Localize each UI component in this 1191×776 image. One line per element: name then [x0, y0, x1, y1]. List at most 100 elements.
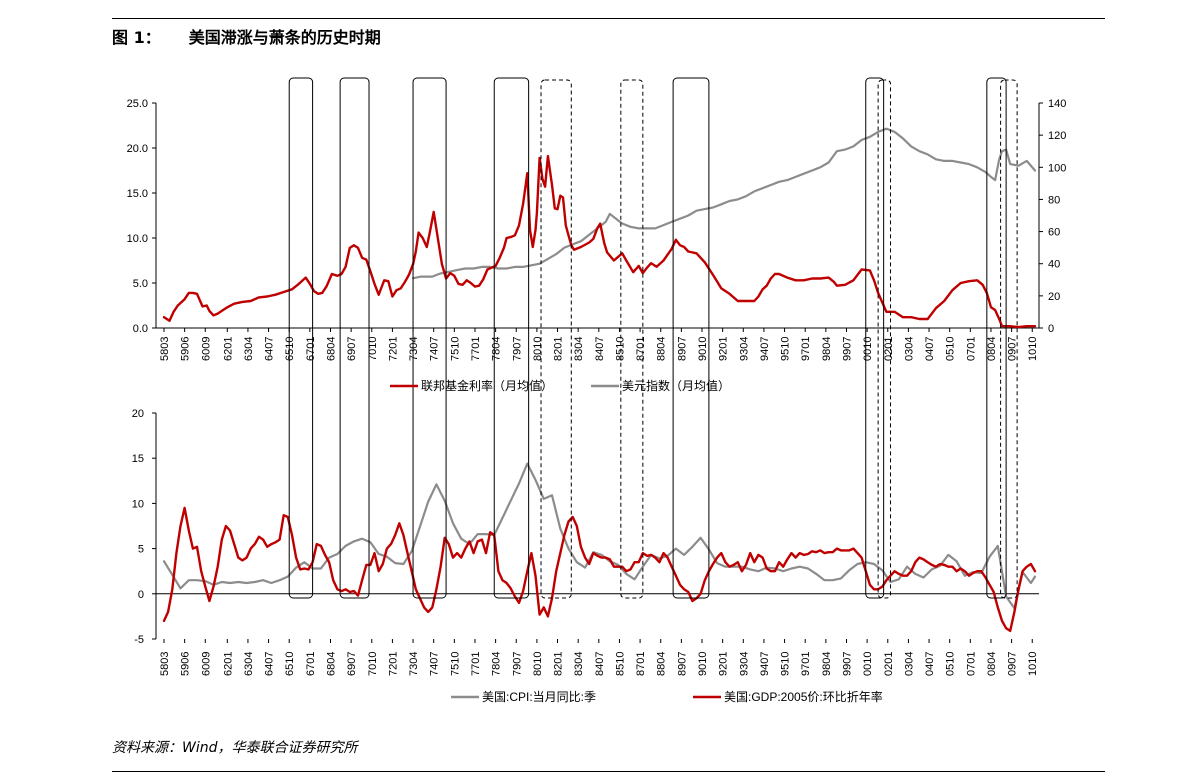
x-tick-label-bottom-chart: 8907 [676, 652, 688, 676]
x-tick-label-top-chart: 1010 [1027, 337, 1039, 361]
x-tick-label-bottom-chart: 0407 [924, 652, 936, 676]
x-tick-label-top-chart: 9201 [718, 337, 730, 361]
y-tick-label-right: 40 [1048, 259, 1060, 271]
x-tick-label-top-chart: 7907 [511, 337, 523, 361]
x-tick-label-bottom-chart: 9201 [718, 652, 730, 676]
legend-cpi-label: 美国:CPI:当月同比:季 [482, 690, 596, 704]
x-tick-label-top-chart: 7010 [367, 337, 379, 361]
figure-label: 图 1： [112, 28, 161, 47]
series-line-dollar-index [412, 127, 1037, 280]
x-tick-label-bottom-chart: 6009 [200, 652, 212, 676]
x-tick-label-bottom-chart: 7701 [470, 652, 482, 676]
x-tick-label-bottom-chart: 0804 [986, 652, 998, 676]
x-tick-label-bottom-chart: 9510 [780, 652, 792, 676]
period-box [865, 77, 885, 599]
x-tick-label-top-chart: 8010 [532, 337, 544, 361]
x-tick-label-bottom-chart: 9304 [738, 652, 750, 676]
period-box [620, 79, 644, 599]
x-tick-label-bottom-chart: 9010 [697, 652, 709, 676]
y-tick-label-left: 15.0 [127, 188, 148, 200]
y-tick-label-left: 10.0 [127, 233, 148, 245]
x-tick-label-bottom-chart: 5906 [180, 652, 192, 676]
x-tick-label-bottom-chart: 6907 [346, 652, 358, 676]
x-tick-label-top-chart: 8907 [676, 337, 688, 361]
x-tick-label-top-chart: 6407 [264, 337, 276, 361]
x-tick-label-bottom-chart: 9907 [841, 652, 853, 676]
x-tick-label-bottom-chart: 0010 [862, 652, 874, 676]
y-tick-label-bottom-chart: 15 [132, 453, 144, 465]
x-tick-label-bottom-chart: 6701 [305, 652, 317, 676]
x-tick-label-top-chart: 0010 [862, 337, 874, 361]
y-tick-label-left: 5.0 [133, 278, 148, 290]
x-tick-label-bottom-chart: 1010 [1027, 652, 1039, 676]
period-box [986, 77, 1007, 599]
x-tick-label-top-chart: 6201 [222, 337, 234, 361]
x-tick-label-bottom-chart: 0201 [883, 652, 895, 676]
x-tick-label-top-chart: 7407 [429, 337, 441, 361]
x-tick-label-bottom-chart: 0701 [965, 652, 977, 676]
x-tick-label-top-chart: 6701 [305, 337, 317, 361]
series-line-fed-funds-rate [162, 154, 1037, 329]
y-tick-label-bottom-chart: 5 [138, 544, 144, 556]
x-tick-label-top-chart: 5803 [159, 337, 171, 361]
y-tick-label-bottom-chart: 20 [132, 408, 144, 420]
y-tick-label-bottom-chart: 10 [132, 498, 144, 510]
x-tick-label-top-chart: 9304 [738, 337, 750, 361]
y-tick-label-bottom-chart: -5 [134, 634, 144, 646]
x-tick-label-bottom-chart: 6201 [222, 652, 234, 676]
x-tick-label-bottom-chart: 6407 [264, 652, 276, 676]
y-tick-label-left: 20.0 [127, 143, 148, 155]
x-tick-label-top-chart: 6009 [200, 337, 212, 361]
x-tick-label-bottom-chart: 0907 [1007, 652, 1019, 676]
legend-dollar-index-label: 美元指数（月均值） [622, 378, 730, 393]
bottom-rule [112, 771, 1105, 772]
x-tick-label-bottom-chart: 8010 [532, 652, 544, 676]
x-tick-label-top-chart: 8407 [594, 337, 606, 361]
x-tick-label-bottom-chart: 7407 [429, 652, 441, 676]
x-tick-label-top-chart: 6907 [346, 337, 358, 361]
y-tick-label-left: 25.0 [127, 98, 148, 110]
legend-fed-funds-rate-label: 联邦基金利率（月均值） [421, 378, 553, 393]
x-tick-label-bottom-chart: 8804 [656, 652, 668, 676]
x-tick-label-top-chart: 0907 [1007, 337, 1019, 361]
x-tick-label-top-chart: 7510 [449, 337, 461, 361]
x-tick-label-bottom-chart: 0510 [945, 652, 957, 676]
period-box [288, 77, 314, 599]
x-tick-label-bottom-chart: 6510 [284, 652, 296, 676]
x-tick-label-bottom-chart: 7010 [367, 652, 379, 676]
x-tick-label-bottom-chart: 9701 [800, 652, 812, 676]
period-box [339, 77, 370, 599]
figure-title: 图 1： 美国滞涨与萧条的历史时期 [112, 24, 381, 48]
y-tick-label-right: 0 [1048, 323, 1054, 335]
x-tick-label-bottom-chart: 6304 [243, 652, 255, 676]
x-tick-label-top-chart: 6510 [284, 337, 296, 361]
top-rule [112, 18, 1105, 19]
x-tick-label-top-chart: 6804 [325, 337, 337, 361]
x-tick-label-bottom-chart: 7201 [387, 652, 399, 676]
period-box [412, 77, 447, 599]
x-tick-label-bottom-chart: 8304 [573, 652, 585, 676]
x-tick-label-bottom-chart: 9407 [759, 652, 771, 676]
y-tick-label-right: 20 [1048, 291, 1060, 303]
x-tick-label-bottom-chart: 8407 [594, 652, 606, 676]
legend-gdp-label: 美国:GDP:2005价:环比折年率 [724, 689, 883, 704]
x-tick-label-top-chart: 8701 [635, 337, 647, 361]
source-note: 资料来源：Wind，华泰联合证券研究所 [112, 740, 358, 756]
x-tick-label-top-chart: 8201 [553, 337, 565, 361]
period-box [672, 77, 710, 599]
x-tick-label-bottom-chart: 9804 [821, 652, 833, 676]
x-tick-label-top-chart: 0701 [965, 337, 977, 361]
y-tick-label-right: 100 [1048, 162, 1066, 174]
period-box [540, 79, 572, 599]
x-tick-label-top-chart: 7304 [408, 337, 420, 361]
x-tick-label-bottom-chart: 7804 [491, 652, 503, 676]
y-tick-label-right: 140 [1048, 98, 1066, 110]
x-tick-label-top-chart: 8304 [573, 337, 585, 361]
x-tick-label-top-chart: 7804 [491, 337, 503, 361]
period-box [493, 77, 530, 599]
x-tick-label-bottom-chart: 6804 [325, 652, 337, 676]
x-tick-label-bottom-chart: 8701 [635, 652, 647, 676]
x-tick-label-top-chart: 9804 [821, 337, 833, 361]
x-tick-label-top-chart: 0510 [945, 337, 957, 361]
